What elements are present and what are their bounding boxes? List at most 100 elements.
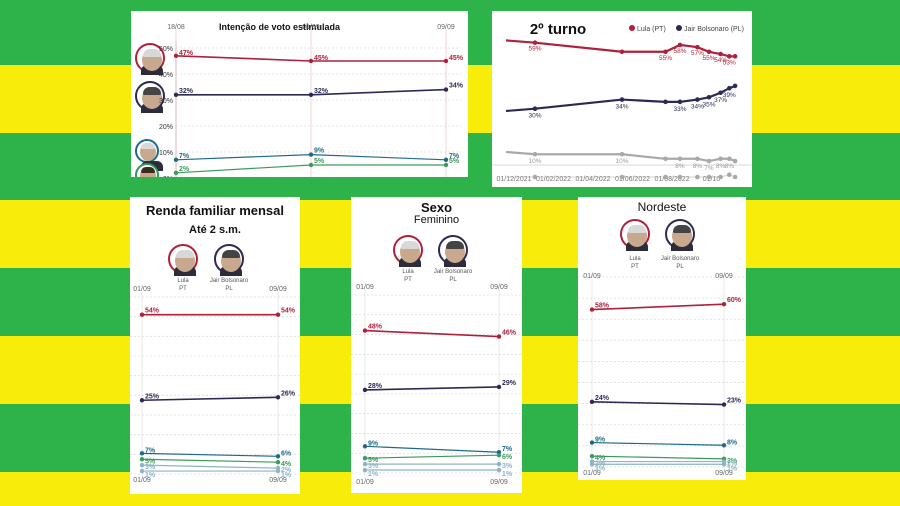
data-label: 8% — [716, 163, 726, 170]
candidate-name-bolsonaro: Jair Bolsonaro — [433, 269, 473, 275]
data-label: 3% — [727, 458, 738, 465]
avatar-lula — [620, 219, 650, 251]
data-point — [706, 158, 712, 164]
data-label: 26% — [281, 390, 296, 397]
data-point — [677, 42, 683, 48]
data-point — [695, 44, 700, 50]
candidate-name-lula: Lula — [177, 278, 189, 284]
data-point — [275, 395, 281, 400]
data-label: 5% — [145, 458, 156, 465]
data-point — [443, 58, 449, 64]
chart-title: Nordeste — [637, 200, 687, 214]
data-label: 47% — [179, 50, 194, 57]
data-point — [496, 461, 502, 467]
x-tick-label: 01/09 — [133, 477, 151, 484]
data-label: 10% — [615, 158, 628, 165]
data-point — [275, 468, 281, 474]
data-label: 58% — [673, 48, 686, 55]
candidate-name-lula: Lula — [629, 256, 641, 262]
data-label: 34% — [691, 104, 704, 111]
data-label: 7% — [449, 153, 460, 160]
candidate-party-bolsonaro: PL — [225, 286, 233, 292]
data-label: 4% — [595, 455, 606, 462]
data-point — [362, 387, 368, 393]
y-tick-label: 50% — [159, 46, 173, 53]
chart-subtitle: Até 2 s.m. — [189, 224, 241, 236]
series-line — [364, 386, 500, 391]
data-point — [308, 92, 314, 98]
data-point — [139, 462, 145, 468]
data-label: 2% — [281, 467, 292, 474]
x-tick-label: 09/09 — [437, 24, 455, 31]
data-label: 10% — [528, 158, 541, 165]
data-label: 7% — [145, 447, 156, 454]
x-tick-label: 09/09 — [715, 470, 733, 477]
data-label: 2% — [179, 166, 190, 173]
x-tick-label: 01/08/2022 — [654, 176, 689, 183]
data-point — [677, 174, 683, 180]
data-point — [496, 453, 502, 458]
data-point — [532, 106, 538, 111]
data-point — [275, 454, 281, 459]
data-point — [695, 97, 700, 102]
data-point — [718, 51, 723, 57]
data-point — [732, 54, 738, 59]
data-label: 1% — [595, 465, 606, 472]
data-point — [532, 174, 538, 180]
data-point — [677, 99, 683, 105]
legend-label: Lula (PT) — [637, 26, 666, 33]
candidate-party-lula: PT — [631, 264, 639, 270]
data-point — [308, 162, 314, 168]
data-label: 1% — [145, 472, 156, 479]
data-point — [275, 460, 281, 465]
x-tick-label: 09/09 — [269, 477, 287, 484]
data-point — [443, 162, 449, 168]
data-point — [308, 58, 314, 64]
series-line — [591, 441, 725, 446]
data-label: 55% — [659, 55, 672, 62]
chart-title: Sexo — [420, 200, 453, 215]
data-label: 8% — [727, 439, 738, 446]
data-label: 24% — [595, 395, 610, 402]
data-label: 35% — [702, 101, 715, 108]
data-label: 5% — [368, 457, 379, 464]
data-point — [619, 49, 625, 55]
data-label: 54% — [281, 308, 296, 315]
series-line — [364, 329, 500, 338]
chart-title: Intenção de voto estimulada — [218, 22, 341, 32]
data-label: 7% — [704, 165, 714, 172]
data-label: 3% — [145, 464, 156, 471]
data-point — [362, 461, 368, 467]
data-label: 1% — [281, 472, 292, 479]
legend-marker — [629, 25, 635, 31]
avatar-bolsonaro — [135, 81, 165, 113]
data-point — [532, 151, 538, 157]
avatar-lula — [393, 235, 423, 267]
data-point — [677, 156, 683, 162]
data-point — [721, 443, 727, 448]
candidate-name-lula: Lula — [402, 269, 414, 275]
data-point — [663, 174, 668, 180]
data-label: 3% — [502, 463, 513, 470]
data-point — [362, 455, 368, 461]
data-point — [727, 54, 732, 59]
y-tick-label: 40% — [159, 72, 173, 79]
x-tick-label: 01/04/2022 — [575, 176, 610, 183]
data-point — [732, 158, 738, 164]
data-point — [732, 174, 738, 180]
data-point — [139, 312, 145, 317]
data-point — [496, 334, 502, 339]
data-point — [721, 402, 727, 407]
data-point — [589, 307, 595, 312]
legend-marker — [676, 25, 682, 31]
data-point — [706, 174, 712, 180]
x-tick-label: 01/10 — [703, 176, 721, 183]
data-point — [619, 151, 625, 157]
panel-nordeste: Nordeste Lula PT Jair Bolsonaro PL 01/09… — [578, 197, 746, 480]
chart-title: Renda familiar mensal — [146, 203, 284, 218]
avatar-lula — [168, 244, 198, 276]
series-line — [591, 455, 725, 460]
data-label: 46% — [502, 330, 517, 337]
data-point — [695, 156, 700, 162]
x-tick-label: 01/09 — [133, 286, 151, 293]
